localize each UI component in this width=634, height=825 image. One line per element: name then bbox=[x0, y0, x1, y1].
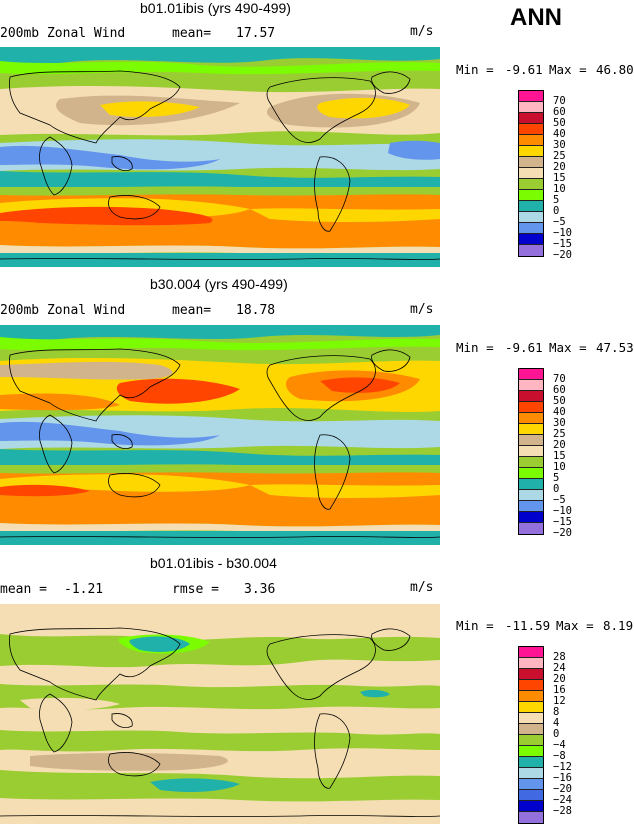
panel3-title: b01.01ibis - b30.004 bbox=[150, 555, 277, 571]
panel1-colorbar-ticks: 70 60 50 40 30 25 20 15 10 5 0 −5 −10 −1… bbox=[553, 96, 593, 266]
panel2-tick: 30 bbox=[553, 417, 566, 429]
panel1-tick: 30 bbox=[553, 139, 566, 151]
panel2-colorbar bbox=[518, 368, 544, 535]
panel3-tick: −12 bbox=[553, 761, 572, 773]
panel2-units: m/s bbox=[410, 302, 434, 317]
panel3-rmse-label: rmse = bbox=[172, 582, 219, 597]
panel3-mean-label: mean = bbox=[0, 582, 47, 597]
panel2-tick: −15 bbox=[553, 516, 572, 528]
panel2-tick: 5 bbox=[553, 472, 560, 484]
panel3-map bbox=[0, 604, 440, 824]
panel1-tick: 40 bbox=[553, 128, 566, 140]
panel1-tick: 15 bbox=[553, 172, 566, 184]
panel2-tick: 60 bbox=[553, 384, 566, 396]
panel2-max-value: 47.53 bbox=[596, 340, 634, 355]
panel2-tick: −20 bbox=[553, 527, 572, 539]
panel3-tick: 20 bbox=[553, 673, 566, 685]
panel3-max-label: Max = bbox=[556, 618, 594, 633]
panel1-tick: −5 bbox=[553, 216, 566, 228]
panel3-min-value: -11.59 bbox=[505, 618, 551, 633]
panel2-colorbar-ticks: 70 60 50 40 30 25 20 15 10 5 0 −5 −10 −1… bbox=[553, 374, 593, 544]
panel2-tick: 15 bbox=[553, 450, 566, 462]
panel1-title: b01.01ibis (yrs 490-499) bbox=[140, 0, 291, 16]
panel2-tick: 40 bbox=[553, 406, 566, 418]
panel1-min-value: -9.61 bbox=[505, 62, 543, 77]
panel2-tick: 25 bbox=[553, 428, 566, 440]
panel1-colorbar bbox=[518, 90, 544, 257]
panel1-mean-value: 17.57 bbox=[236, 26, 276, 41]
panel3-tick: 8 bbox=[553, 706, 560, 718]
panel2-tick: −10 bbox=[553, 505, 572, 517]
panel2-tick: 10 bbox=[553, 461, 566, 473]
panel1-max-value: 46.80 bbox=[596, 62, 634, 77]
panel1-tick: 25 bbox=[553, 150, 566, 162]
panel1-units: m/s bbox=[410, 24, 434, 39]
panel2-min-value: -9.61 bbox=[505, 340, 543, 355]
panel3-tick: −4 bbox=[553, 739, 566, 751]
panel1-tick: −10 bbox=[553, 227, 572, 239]
panel3-tick: 12 bbox=[553, 695, 566, 707]
panel3-tick: 28 bbox=[553, 651, 566, 663]
panel1-tick: 5 bbox=[553, 194, 560, 206]
panel2-mean-label: mean= bbox=[172, 303, 212, 318]
panel1-map bbox=[0, 47, 440, 267]
panel2-max-label: Max = bbox=[549, 340, 587, 355]
panel3-min-label: Min = bbox=[456, 618, 494, 633]
panel1-max-label: Max = bbox=[549, 62, 587, 77]
panel3-rmse-value: 3.36 bbox=[244, 582, 276, 597]
panel1-tick: 0 bbox=[553, 205, 560, 217]
panel2-tick: 0 bbox=[553, 483, 560, 495]
panel1-tick: 50 bbox=[553, 117, 566, 129]
panel3-tick: 24 bbox=[553, 662, 566, 674]
panel1-mean-label: mean= bbox=[172, 26, 212, 41]
season-label: ANN bbox=[510, 4, 562, 31]
panel3-colorbar bbox=[518, 646, 544, 824]
panel2-mean-value: 18.78 bbox=[236, 303, 276, 318]
panel2-tick: 20 bbox=[553, 439, 566, 451]
panel3-tick: −20 bbox=[553, 783, 572, 795]
panel3-tick: −28 bbox=[553, 805, 572, 817]
panel2-field-label: 200mb Zonal Wind bbox=[0, 303, 126, 318]
panel1-tick: −15 bbox=[553, 238, 572, 250]
panel3-tick: 0 bbox=[553, 728, 560, 740]
panel2-min-label: Min = bbox=[456, 340, 494, 355]
panel2-tick: 50 bbox=[553, 395, 566, 407]
panel1-tick: −20 bbox=[553, 249, 572, 261]
panel3-tick: −24 bbox=[553, 794, 572, 806]
panel2-tick: −5 bbox=[553, 494, 566, 506]
panel2-tick: 70 bbox=[553, 373, 566, 385]
panel1-tick: 20 bbox=[553, 161, 566, 173]
panel3-colorbar-ticks: 28 24 20 16 12 8 4 0 −4 −8 −12 −16 −20 −… bbox=[553, 652, 593, 822]
panel1-tick: 10 bbox=[553, 183, 566, 195]
panel2-title: b30.004 (yrs 490-499) bbox=[150, 276, 288, 292]
panel3-max-value: 8.19 bbox=[603, 618, 634, 633]
panel1-tick: 70 bbox=[553, 95, 566, 107]
panel3-tick: 4 bbox=[553, 717, 560, 729]
panel3-tick: −16 bbox=[553, 772, 572, 784]
panel3-tick: −8 bbox=[553, 750, 566, 762]
panel1-tick: 60 bbox=[553, 106, 566, 118]
panel3-mean-value: -1.21 bbox=[64, 582, 104, 597]
panel3-units: m/s bbox=[410, 580, 434, 595]
panel2-map bbox=[0, 325, 440, 545]
panel1-min-label: Min = bbox=[456, 62, 494, 77]
panel3-tick: 16 bbox=[553, 684, 566, 696]
panel1-field-label: 200mb Zonal Wind bbox=[0, 26, 126, 41]
